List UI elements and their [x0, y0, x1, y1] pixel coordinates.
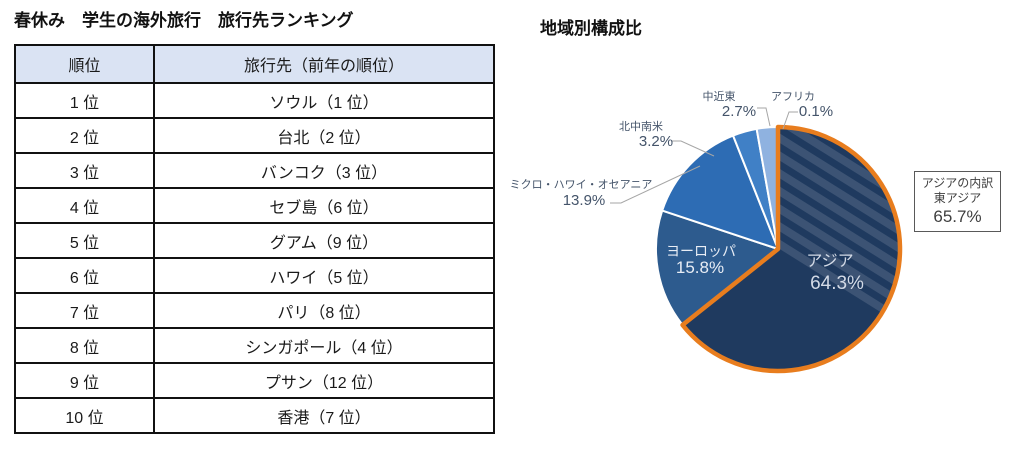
ranking-table-body: 1 位ソウル（1 位） 2 位台北（2 位） 3 位バンコク（3 位） 4 位セブ島（… [14, 82, 495, 434]
destination-cell: セブ島（6 位） [153, 187, 495, 224]
table-row: 10 位香港（7 位） [14, 397, 495, 434]
table-row: 7 位パリ（8 位） [14, 292, 495, 329]
table-row: 6 位ハワイ（5 位） [14, 257, 495, 294]
pie-value-europe: 15.8% [676, 258, 724, 277]
pie-value-micronesia-hawaii-oceania: 13.9% [563, 192, 606, 209]
ranking-title: 春休み 学生の海外旅行 旅行先ランキング [14, 11, 354, 30]
destination-cell: 香港（7 位） [153, 397, 495, 434]
destination-column-header: 旅行先（前年の順位） [153, 44, 495, 84]
asia-east-asia-hatch [778, 127, 900, 314]
destination-cell: プサン（12 位） [153, 362, 495, 399]
leader-line-micronesia-hawaii-oceania [610, 165, 701, 204]
rank-cell: 1 位 [14, 82, 155, 119]
pie-slice-micronesia-hawaii-oceania [661, 134, 779, 250]
ranking-table: 順位 旅行先（前年の順位） 1 位ソウル（1 位） 2 位台北（2 位） 3 位バン… [14, 44, 495, 434]
rank-cell: 7 位 [14, 292, 155, 329]
rank-cell: 2 位 [14, 117, 155, 154]
destination-cell: グアム（9 位） [153, 222, 495, 259]
pie-label-micronesia-hawaii-oceania: ミクロ・ハワイ・オセアニア [510, 178, 653, 191]
rank-cell: 3 位 [14, 152, 155, 189]
rank-column-header: 順位 [14, 44, 155, 84]
asia-highlight-outline [680, 124, 903, 374]
destination-cell: パリ（8 位） [153, 292, 495, 329]
asia-breakdown-region: 東アジア [933, 190, 982, 205]
pie-value-americas: 3.2% [639, 133, 673, 150]
table-row: 4 位セブ島（6 位） [14, 187, 495, 224]
destination-cell: 台北（2 位） [153, 117, 495, 154]
pie-label-asia: アジア [806, 253, 853, 270]
asia-breakdown-title: アジアの内訳 [921, 175, 994, 190]
pie-label-africa: アフリカ [771, 90, 815, 103]
table-row: 2 位台北（2 位） [14, 117, 495, 154]
rank-cell: 8 位 [14, 327, 155, 364]
table-row: 1 位ソウル（1 位） [14, 82, 495, 119]
rank-cell: 10 位 [14, 397, 155, 434]
leader-line-africa [782, 111, 798, 130]
table-row: 3 位バンコク（3 位） [14, 152, 495, 189]
table-row: 9 位プサン（12 位） [14, 362, 495, 399]
pie-value-middle-east: 2.7% [722, 103, 756, 120]
rank-cell: 6 位 [14, 257, 155, 294]
pie-value-asia: 64.3% [810, 273, 864, 294]
rank-cell: 9 位 [14, 362, 155, 399]
table-row: 5 位グアム（9 位） [14, 222, 495, 259]
asia-breakdown-value: 65.7% [933, 206, 982, 226]
ranking-header-row: 順位 旅行先（前年の順位） [14, 44, 495, 84]
destination-cell: シンガポール（4 位） [153, 327, 495, 364]
destination-cell: バンコク（3 位） [153, 152, 495, 189]
table-row: 8 位シンガポール（4 位） [14, 327, 495, 364]
rank-cell: 5 位 [14, 222, 155, 259]
pie-label-europe: ヨーロッパ [666, 243, 736, 259]
pie-label-middle-east: 中近東 [703, 90, 736, 103]
leader-line-americas [671, 140, 715, 157]
pie-chart-title: 地域別構成比 [540, 19, 642, 38]
pie-value-africa: 0.1% [799, 103, 833, 120]
destination-cell: ソウル（1 位） [153, 82, 495, 119]
pie-label-americas: 北中南米 [619, 120, 663, 133]
leader-line-middle-east [757, 107, 771, 127]
asia-breakdown-box: アジアの内訳 東アジア 65.7% [914, 171, 1001, 232]
rank-cell: 4 位 [14, 187, 155, 224]
destination-cell: ハワイ（5 位） [153, 257, 495, 294]
